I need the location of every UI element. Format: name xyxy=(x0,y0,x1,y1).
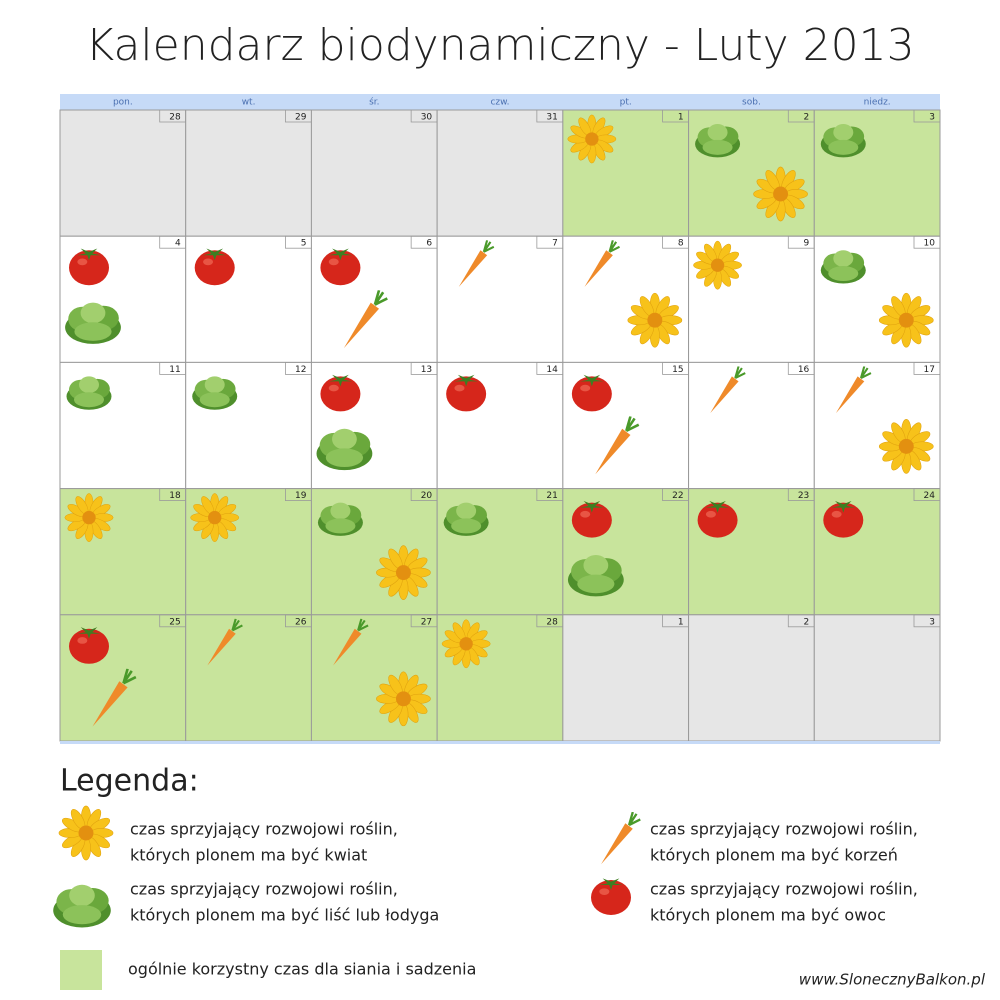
day-number: 29 xyxy=(295,113,307,123)
legend-text: czas sprzyjający rozwojowi roślin, xyxy=(130,820,398,839)
day-cell xyxy=(562,614,690,742)
day-number: 13 xyxy=(421,365,432,375)
icon xyxy=(591,878,631,915)
weekday: niedz. xyxy=(864,98,891,108)
day-cell xyxy=(185,614,312,742)
weekday: wt. xyxy=(242,98,256,108)
day-cell xyxy=(813,109,941,237)
day-number: 30 xyxy=(421,113,433,123)
day-number: 24 xyxy=(924,491,936,501)
day-number: 6 xyxy=(426,239,432,249)
weekday: czw. xyxy=(490,98,509,108)
day-number: 3 xyxy=(929,617,935,627)
day-number: 1 xyxy=(678,617,684,627)
day-cell xyxy=(688,361,815,490)
legend-text: których plonem ma być kwiat xyxy=(130,846,367,865)
day-cell xyxy=(813,614,941,742)
day-number: 22 xyxy=(672,491,683,501)
day-cell xyxy=(310,109,438,237)
day-number: 9 xyxy=(804,239,810,249)
legend-text: czas sprzyjający rozwojowi roślin, xyxy=(130,880,398,899)
day-number: 31 xyxy=(546,113,557,123)
legend-general: ogólnie korzystny czas dla siania i sadz… xyxy=(128,960,476,979)
day-number: 28 xyxy=(546,617,558,627)
day-number: 21 xyxy=(546,491,557,501)
day-cell xyxy=(436,109,564,237)
footer: www.SlonecznyBalkon.pl xyxy=(799,971,986,989)
title: Kalendarz biodynamiczny - Luty 2013 xyxy=(85,20,914,71)
weekday: sob. xyxy=(742,98,761,108)
day-number: 17 xyxy=(924,365,935,375)
legend-text: których plonem ma być owoc xyxy=(650,906,886,925)
day-number: 8 xyxy=(678,239,684,249)
day-tab xyxy=(913,614,941,628)
day-number: 15 xyxy=(672,365,683,375)
icon xyxy=(599,812,642,866)
weekday: pon. xyxy=(113,98,133,108)
weekday-bar xyxy=(60,94,940,110)
day-tab xyxy=(913,488,941,502)
day-number: 10 xyxy=(924,239,936,249)
day-number: 26 xyxy=(295,617,307,627)
legend-swatch xyxy=(60,950,102,990)
icon xyxy=(58,805,114,861)
weekday: pt. xyxy=(620,98,632,108)
day-number: 2 xyxy=(804,113,810,123)
legend: czas sprzyjający rozwojowi roślin, któryc… xyxy=(53,805,918,928)
day-number: 25 xyxy=(169,617,180,627)
day-tab xyxy=(913,109,941,123)
day-number: 3 xyxy=(929,113,935,123)
legend-text: czas sprzyjający rozwojowi roślin, xyxy=(650,820,918,839)
day-number: 27 xyxy=(421,617,432,627)
legend-text: czas sprzyjający rozwojowi roślin, xyxy=(650,880,918,899)
day-number: 7 xyxy=(552,239,558,249)
weekday: śr. xyxy=(369,97,379,108)
day-cell xyxy=(688,614,815,742)
legend-title: Legenda: xyxy=(60,764,199,799)
calendar: pon. wt. śr. czw. pt. sob. niedz.28 29 30 31 1 2 34 5… xyxy=(59,97,941,742)
day-cell xyxy=(59,109,187,237)
day-number: 5 xyxy=(301,239,307,249)
day-number: 12 xyxy=(295,365,306,375)
day-number: 11 xyxy=(169,365,180,375)
day-number: 4 xyxy=(175,239,181,249)
day-number: 19 xyxy=(295,491,307,501)
day-number: 28 xyxy=(169,113,181,123)
legend-text: których plonem ma być liść lub łodyga xyxy=(130,906,439,925)
day-number: 18 xyxy=(169,491,181,501)
day-number: 23 xyxy=(798,491,809,501)
legend-text: których plonem ma być korzeń xyxy=(650,846,898,865)
calendar-footer xyxy=(60,741,940,744)
day-cell xyxy=(185,109,312,237)
day-cell xyxy=(436,235,564,363)
day-tab xyxy=(913,235,941,249)
day-number: 2 xyxy=(804,617,810,627)
day-tab xyxy=(913,361,941,375)
day-number: 14 xyxy=(546,365,558,375)
icon xyxy=(53,884,111,928)
day-number: 16 xyxy=(798,365,810,375)
day-number: 1 xyxy=(678,113,684,123)
day-number: 20 xyxy=(421,491,433,501)
